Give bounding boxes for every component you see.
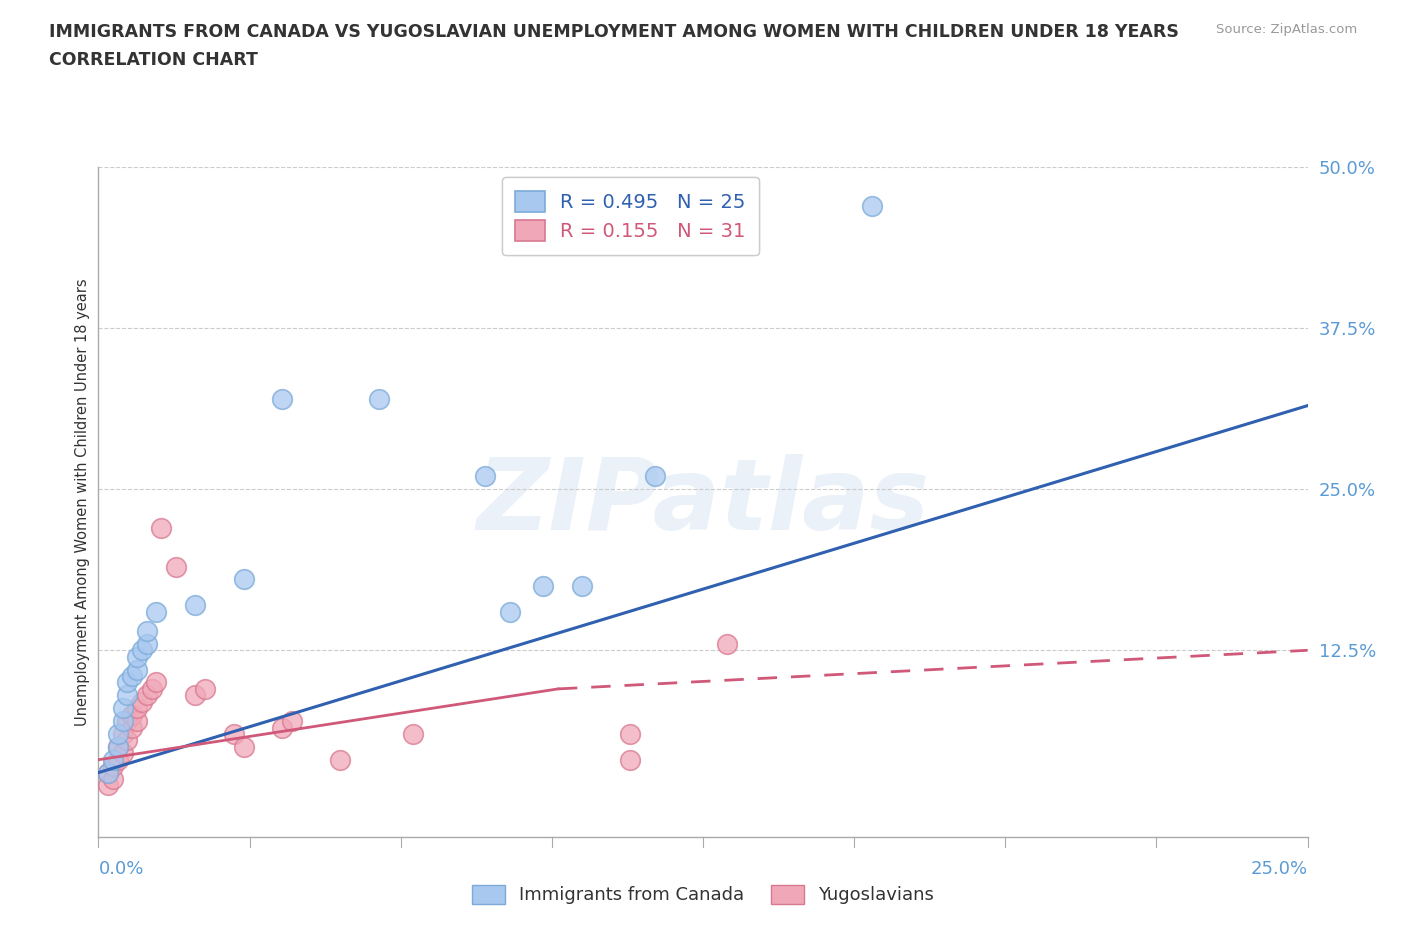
- Point: [111, 701, 134, 716]
- Point: [127, 713, 149, 728]
- Legend: Immigrants from Canada, Yugoslavians: Immigrants from Canada, Yugoslavians: [465, 878, 941, 911]
- Point: [135, 688, 157, 703]
- Point: [127, 649, 149, 664]
- Point: [121, 707, 143, 722]
- Point: [150, 521, 173, 536]
- Point: [184, 598, 207, 613]
- Point: [117, 688, 139, 703]
- Point: [127, 662, 149, 677]
- Point: [121, 669, 143, 684]
- Text: 25.0%: 25.0%: [1250, 860, 1308, 878]
- Point: [107, 752, 129, 767]
- Point: [117, 713, 139, 728]
- Point: [117, 733, 139, 748]
- Point: [619, 726, 641, 741]
- Point: [111, 713, 134, 728]
- Point: [619, 752, 641, 767]
- Point: [131, 695, 153, 710]
- Point: [97, 765, 120, 780]
- Text: 0.0%: 0.0%: [98, 860, 143, 878]
- Point: [232, 739, 254, 754]
- Point: [97, 778, 120, 793]
- Point: [107, 739, 129, 754]
- Point: [141, 682, 163, 697]
- Point: [107, 739, 129, 754]
- Legend: R = 0.495   N = 25, R = 0.155   N = 31: R = 0.495 N = 25, R = 0.155 N = 31: [502, 177, 759, 255]
- Point: [368, 392, 391, 406]
- Point: [111, 746, 134, 761]
- Point: [111, 726, 134, 741]
- Text: CORRELATION CHART: CORRELATION CHART: [49, 51, 259, 69]
- Y-axis label: Unemployment Among Women with Children Under 18 years: Unemployment Among Women with Children U…: [75, 278, 90, 726]
- Point: [121, 720, 143, 735]
- Point: [127, 701, 149, 716]
- Point: [165, 559, 187, 574]
- Point: [117, 675, 139, 690]
- Point: [131, 643, 153, 658]
- Point: [97, 765, 120, 780]
- Point: [329, 752, 352, 767]
- Point: [135, 636, 157, 651]
- Point: [644, 469, 666, 484]
- Point: [101, 759, 124, 774]
- Point: [716, 636, 738, 651]
- Point: [145, 604, 167, 619]
- Point: [271, 720, 294, 735]
- Point: [571, 578, 593, 593]
- Text: ZIPatlas: ZIPatlas: [477, 454, 929, 551]
- Point: [101, 752, 124, 767]
- Point: [232, 572, 254, 587]
- Point: [184, 688, 207, 703]
- Point: [222, 726, 245, 741]
- Point: [107, 726, 129, 741]
- Point: [531, 578, 554, 593]
- Text: Source: ZipAtlas.com: Source: ZipAtlas.com: [1216, 23, 1357, 36]
- Point: [194, 682, 217, 697]
- Point: [860, 199, 883, 214]
- Point: [281, 713, 304, 728]
- Point: [402, 726, 425, 741]
- Point: [135, 623, 157, 638]
- Text: IMMIGRANTS FROM CANADA VS YUGOSLAVIAN UNEMPLOYMENT AMONG WOMEN WITH CHILDREN UND: IMMIGRANTS FROM CANADA VS YUGOSLAVIAN UN…: [49, 23, 1180, 41]
- Point: [271, 392, 294, 406]
- Point: [498, 604, 520, 619]
- Point: [145, 675, 167, 690]
- Point: [474, 469, 496, 484]
- Point: [101, 772, 124, 787]
